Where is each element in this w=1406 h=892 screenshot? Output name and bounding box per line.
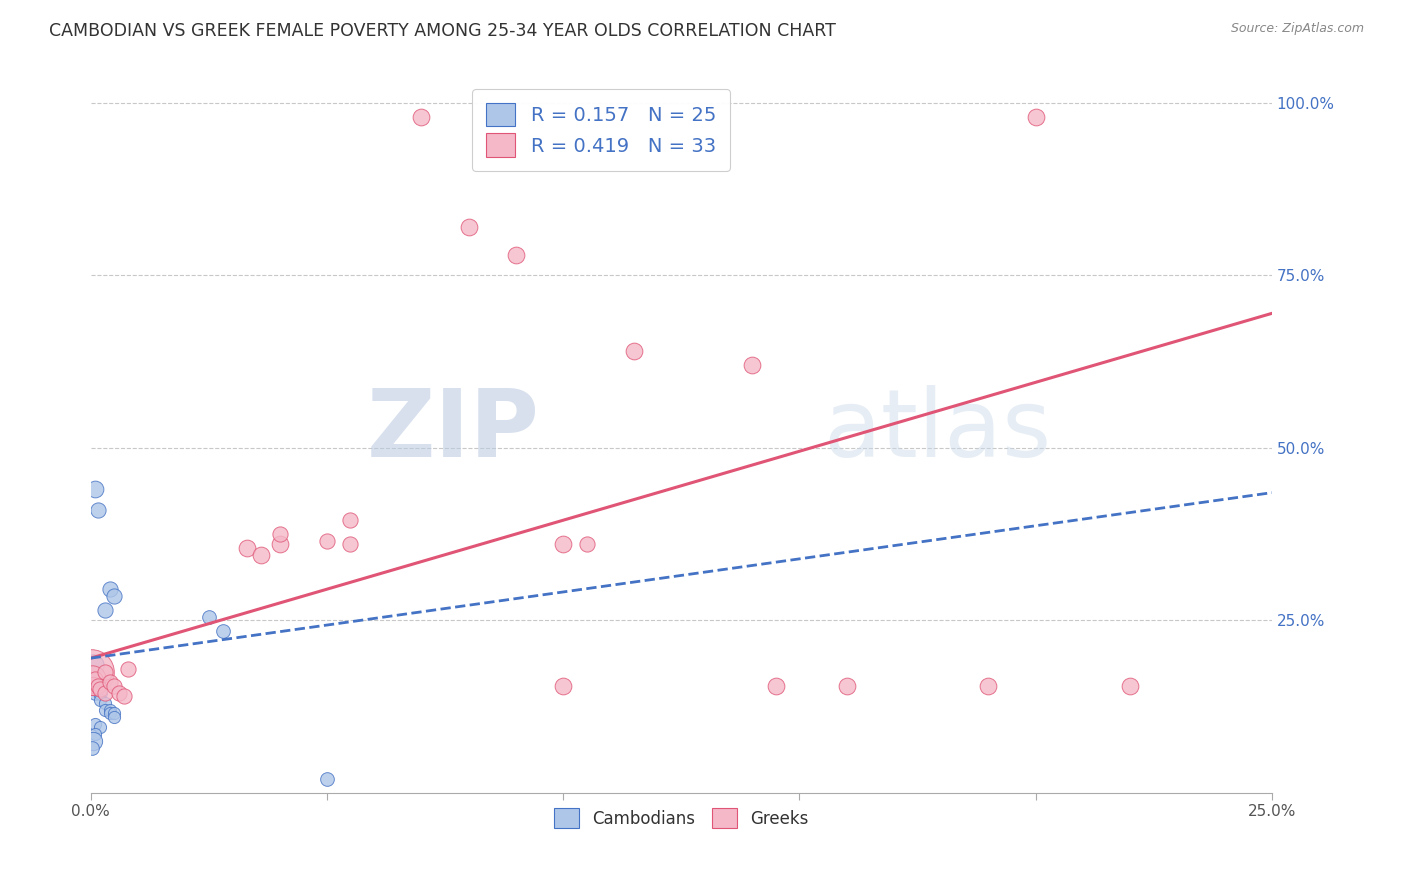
Point — [84, 482, 107, 496]
Point — [457, 220, 479, 235]
Point — [86, 503, 108, 517]
Point — [79, 665, 101, 679]
Point — [339, 513, 361, 527]
Point — [1119, 679, 1142, 693]
Text: CAMBODIAN VS GREEK FEMALE POVERTY AMONG 25-34 YEAR OLDS CORRELATION CHART: CAMBODIAN VS GREEK FEMALE POVERTY AMONG … — [49, 22, 837, 40]
Point — [315, 772, 337, 786]
Point — [103, 679, 125, 693]
Point — [89, 686, 111, 700]
Point — [82, 658, 104, 673]
Point — [98, 675, 121, 690]
Point — [249, 548, 271, 562]
Point — [103, 710, 125, 724]
Point — [117, 661, 139, 675]
Legend: Cambodians, Greeks: Cambodians, Greeks — [547, 801, 815, 835]
Point — [94, 665, 117, 679]
Text: ZIP: ZIP — [367, 384, 540, 476]
Point — [103, 589, 125, 603]
Point — [94, 703, 117, 717]
Point — [89, 720, 111, 734]
Point — [103, 706, 125, 721]
Point — [835, 679, 858, 693]
Point — [269, 537, 291, 551]
Point — [411, 110, 433, 124]
Point — [212, 624, 235, 638]
Point — [84, 727, 107, 741]
Point — [505, 248, 527, 262]
Point — [94, 696, 117, 710]
Point — [98, 703, 121, 717]
Point — [553, 679, 575, 693]
Point — [82, 679, 104, 693]
Point — [84, 686, 107, 700]
Point — [977, 679, 1000, 693]
Point — [80, 740, 103, 755]
Point — [86, 679, 108, 693]
Point — [765, 679, 787, 693]
Point — [94, 603, 117, 617]
Point — [1025, 110, 1047, 124]
Point — [269, 527, 291, 541]
Point — [197, 609, 219, 624]
Point — [315, 533, 337, 548]
Point — [98, 582, 121, 597]
Point — [84, 716, 107, 731]
Point — [112, 689, 135, 703]
Point — [575, 537, 598, 551]
Point — [553, 537, 575, 551]
Point — [86, 679, 108, 693]
Point — [80, 672, 103, 686]
Point — [89, 692, 111, 706]
Point — [84, 672, 107, 686]
Point — [623, 344, 645, 359]
Text: Source: ZipAtlas.com: Source: ZipAtlas.com — [1230, 22, 1364, 36]
Point — [235, 541, 257, 555]
Point — [84, 679, 107, 693]
Point — [82, 734, 104, 748]
Point — [108, 686, 131, 700]
Point — [339, 537, 361, 551]
Point — [94, 686, 117, 700]
Text: atlas: atlas — [823, 384, 1052, 476]
Point — [741, 358, 763, 372]
Point — [98, 706, 121, 721]
Point — [89, 682, 111, 697]
